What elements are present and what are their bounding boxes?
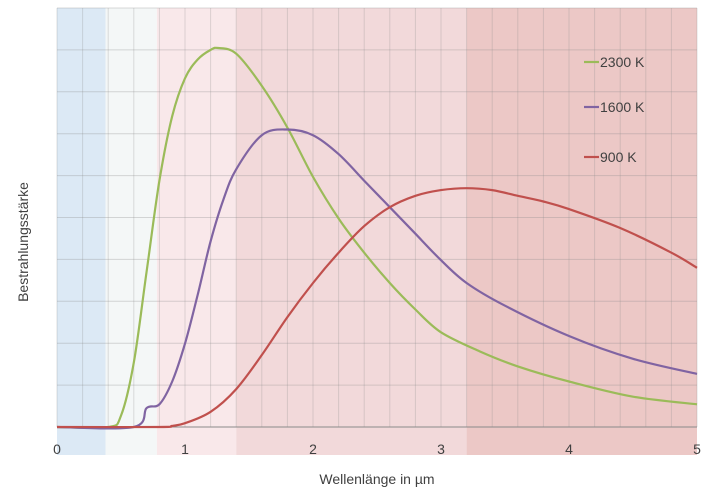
x-tick-label: 5	[693, 441, 701, 457]
legend-label: 1600 K	[600, 99, 645, 115]
band-0	[57, 8, 106, 455]
series-line-2300-K	[56, 46, 698, 429]
x-tick-label: 1	[181, 441, 189, 457]
legend-label: 2300 K	[600, 54, 645, 70]
legend: 2300 K 1600 K 900 K	[584, 54, 645, 165]
legend-label: 900 K	[600, 149, 637, 165]
spectral-bands	[57, 8, 697, 455]
x-tick-label: 2	[309, 441, 317, 457]
band-1	[105, 8, 157, 455]
series-lines	[56, 46, 698, 430]
x-tick-labels: 0 1 2 3 4 5	[53, 441, 701, 457]
band-2	[156, 8, 237, 455]
band-4	[466, 8, 697, 455]
y-axis-label: Bestrahlungsstärke	[15, 182, 31, 302]
band-3	[236, 8, 467, 455]
x-tick-label: 4	[565, 441, 573, 457]
x-axis-label: Wellenlänge in µm	[319, 471, 434, 487]
x-tick-label: 3	[437, 441, 445, 457]
series-line-1600-K	[56, 128, 698, 430]
x-tick-label: 0	[53, 441, 61, 457]
series-line-900-K	[56, 187, 698, 429]
